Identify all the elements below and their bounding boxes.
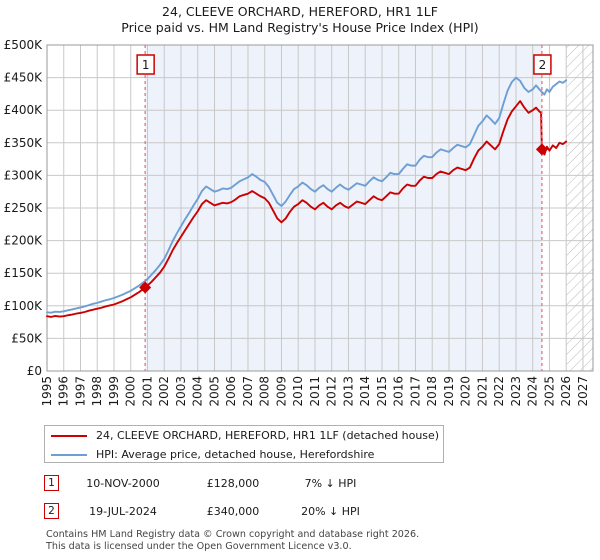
sale-delta-1: 7% ↓ HPI xyxy=(304,476,357,490)
svg-text:2021: 2021 xyxy=(475,376,489,407)
svg-text:£500K: £500K xyxy=(4,38,44,52)
svg-text:2020: 2020 xyxy=(459,376,473,407)
svg-text:2026: 2026 xyxy=(559,376,573,407)
sale-marker-2: 2 xyxy=(44,503,59,519)
legend-swatch-property xyxy=(51,434,87,437)
plot-area: £0 £50K £100K £150K £200K £250K £300K £350K £400… xyxy=(4,38,594,407)
sale-row-1[interactable]: 1 10-NOV-2000 £128,000 7% ↓ HPI xyxy=(44,472,378,494)
svg-text:2001: 2001 xyxy=(140,376,154,407)
footer-line-2: This data is licensed under the Open Gov… xyxy=(46,540,352,552)
svg-text:£200K: £200K xyxy=(4,234,44,248)
chart-title: 24, CLEEVE ORCHARD, HEREFORD, HR1 1LF Pr… xyxy=(0,4,600,36)
svg-text:1997: 1997 xyxy=(73,376,87,407)
sale-price-1: £128,000 xyxy=(206,476,260,490)
svg-text:£400K: £400K xyxy=(4,103,44,117)
svg-text:2014: 2014 xyxy=(358,376,372,407)
svg-text:2009: 2009 xyxy=(274,376,288,407)
legend-label-hpi: HPI: Average price, detached house, Here… xyxy=(96,448,375,461)
svg-text:£350K: £350K xyxy=(4,136,44,150)
svg-text:£50K: £50K xyxy=(11,331,43,345)
svg-text:£250K: £250K xyxy=(4,201,44,215)
svg-text:1995: 1995 xyxy=(40,376,54,407)
svg-text:2016: 2016 xyxy=(392,376,406,407)
svg-text:2008: 2008 xyxy=(258,376,272,407)
svg-text:2023: 2023 xyxy=(509,376,523,407)
svg-text:2005: 2005 xyxy=(207,376,221,407)
svg-text:£450K: £450K xyxy=(4,71,44,85)
sale-price-2: £340,000 xyxy=(206,504,260,518)
sale-date-2: 19-JUL-2024 xyxy=(89,504,157,518)
svg-text:2010: 2010 xyxy=(291,376,305,407)
svg-text:2006: 2006 xyxy=(224,376,238,407)
svg-text:2011: 2011 xyxy=(308,376,322,407)
legend-swatch-hpi xyxy=(51,453,87,456)
svg-text:2024: 2024 xyxy=(526,376,540,407)
svg-text:1996: 1996 xyxy=(57,376,71,407)
svg-text:2: 2 xyxy=(539,58,547,72)
page-subtitle: Price paid vs. HM Land Registry's House … xyxy=(121,20,479,35)
svg-text:£100K: £100K xyxy=(4,299,44,313)
page-title: 24, CLEEVE ORCHARD, HEREFORD, HR1 1LF xyxy=(162,4,438,19)
svg-text:£300K: £300K xyxy=(4,168,44,182)
sale-delta-2: 20% ↓ HPI xyxy=(301,504,360,518)
svg-text:2025: 2025 xyxy=(542,376,556,407)
sale-row-2[interactable]: 2 19-JUL-2024 £340,000 20% ↓ HPI xyxy=(44,500,378,522)
svg-text:2003: 2003 xyxy=(174,376,188,407)
svg-text:2022: 2022 xyxy=(492,376,506,407)
svg-text:1998: 1998 xyxy=(90,376,104,407)
svg-text:2017: 2017 xyxy=(408,376,422,407)
legend-label-property: 24, CLEEVE ORCHARD, HEREFORD, HR1 1LF (d… xyxy=(96,429,440,442)
legend-item-hpi: HPI: Average price, detached house, Here… xyxy=(45,445,443,464)
svg-text:2000: 2000 xyxy=(124,376,138,407)
svg-text:2002: 2002 xyxy=(157,376,171,407)
svg-text:£0: £0 xyxy=(27,364,42,378)
svg-text:1999: 1999 xyxy=(107,376,121,407)
svg-text:2004: 2004 xyxy=(191,376,205,407)
svg-text:2007: 2007 xyxy=(241,376,255,407)
svg-text:2012: 2012 xyxy=(325,376,339,407)
svg-text:2019: 2019 xyxy=(442,376,456,407)
svg-text:2018: 2018 xyxy=(425,376,439,407)
svg-text:£150K: £150K xyxy=(4,266,44,280)
svg-text:2027: 2027 xyxy=(576,376,590,407)
svg-text:2015: 2015 xyxy=(375,376,389,407)
svg-text:1: 1 xyxy=(142,58,150,72)
sale-marker-1: 1 xyxy=(44,475,59,491)
footer-line-1: Contains HM Land Registry data © Crown c… xyxy=(46,529,420,540)
sale-date-1: 10-NOV-2000 xyxy=(86,476,160,490)
svg-text:2013: 2013 xyxy=(341,376,355,407)
legend-item-property: 24, CLEEVE ORCHARD, HEREFORD, HR1 1LF (d… xyxy=(45,426,443,445)
chart-legend: 24, CLEEVE ORCHARD, HEREFORD, HR1 1LF (d… xyxy=(44,425,444,463)
attribution-footer: Contains HM Land Registry data © Crown c… xyxy=(46,529,586,552)
